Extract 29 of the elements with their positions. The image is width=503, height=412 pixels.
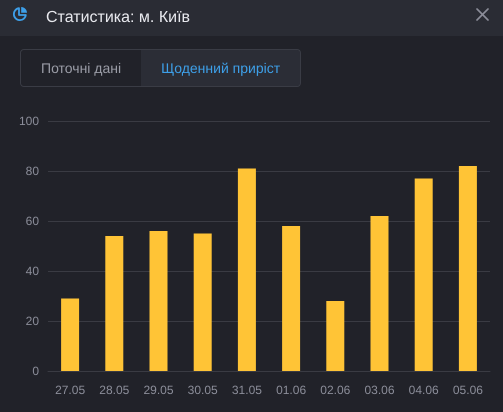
x-tick-label: 01.06: [276, 383, 306, 397]
bar: [414, 178, 433, 371]
x-tick-label: 02.06: [320, 383, 351, 397]
x-tick-label: 30.05: [188, 383, 218, 397]
x-tick-label: 29.05: [143, 383, 174, 397]
bar: [282, 226, 300, 371]
bar: [458, 166, 477, 371]
x-tick-label: 28.05: [99, 383, 130, 397]
x-tick-label: 04.06: [408, 383, 440, 397]
bar: [238, 168, 256, 371]
y-tick-label: 0: [32, 364, 40, 378]
y-tick-label: 80: [26, 164, 40, 178]
x-tick-label: 31.05: [232, 383, 262, 397]
bar: [105, 236, 124, 371]
y-tick-label: 20: [26, 314, 40, 328]
text: Щоденний приріст: [141, 50, 300, 86]
bar: [370, 216, 388, 371]
chart-title: Статистика: м. Київ: [46, 8, 190, 28]
y-tick-label: 100: [18, 114, 40, 128]
bar: [194, 234, 212, 371]
y-tick-label: 40: [26, 264, 40, 278]
text: Поточні дані: [21, 50, 142, 86]
x-tick-label: 03.06: [364, 383, 395, 397]
x-tick-label: 05.06: [452, 383, 484, 397]
bar: [326, 301, 344, 371]
bar: [61, 298, 80, 371]
y-tick-label: 60: [26, 214, 40, 228]
bar: [150, 231, 168, 371]
x-tick-label: 27.05: [55, 383, 86, 397]
